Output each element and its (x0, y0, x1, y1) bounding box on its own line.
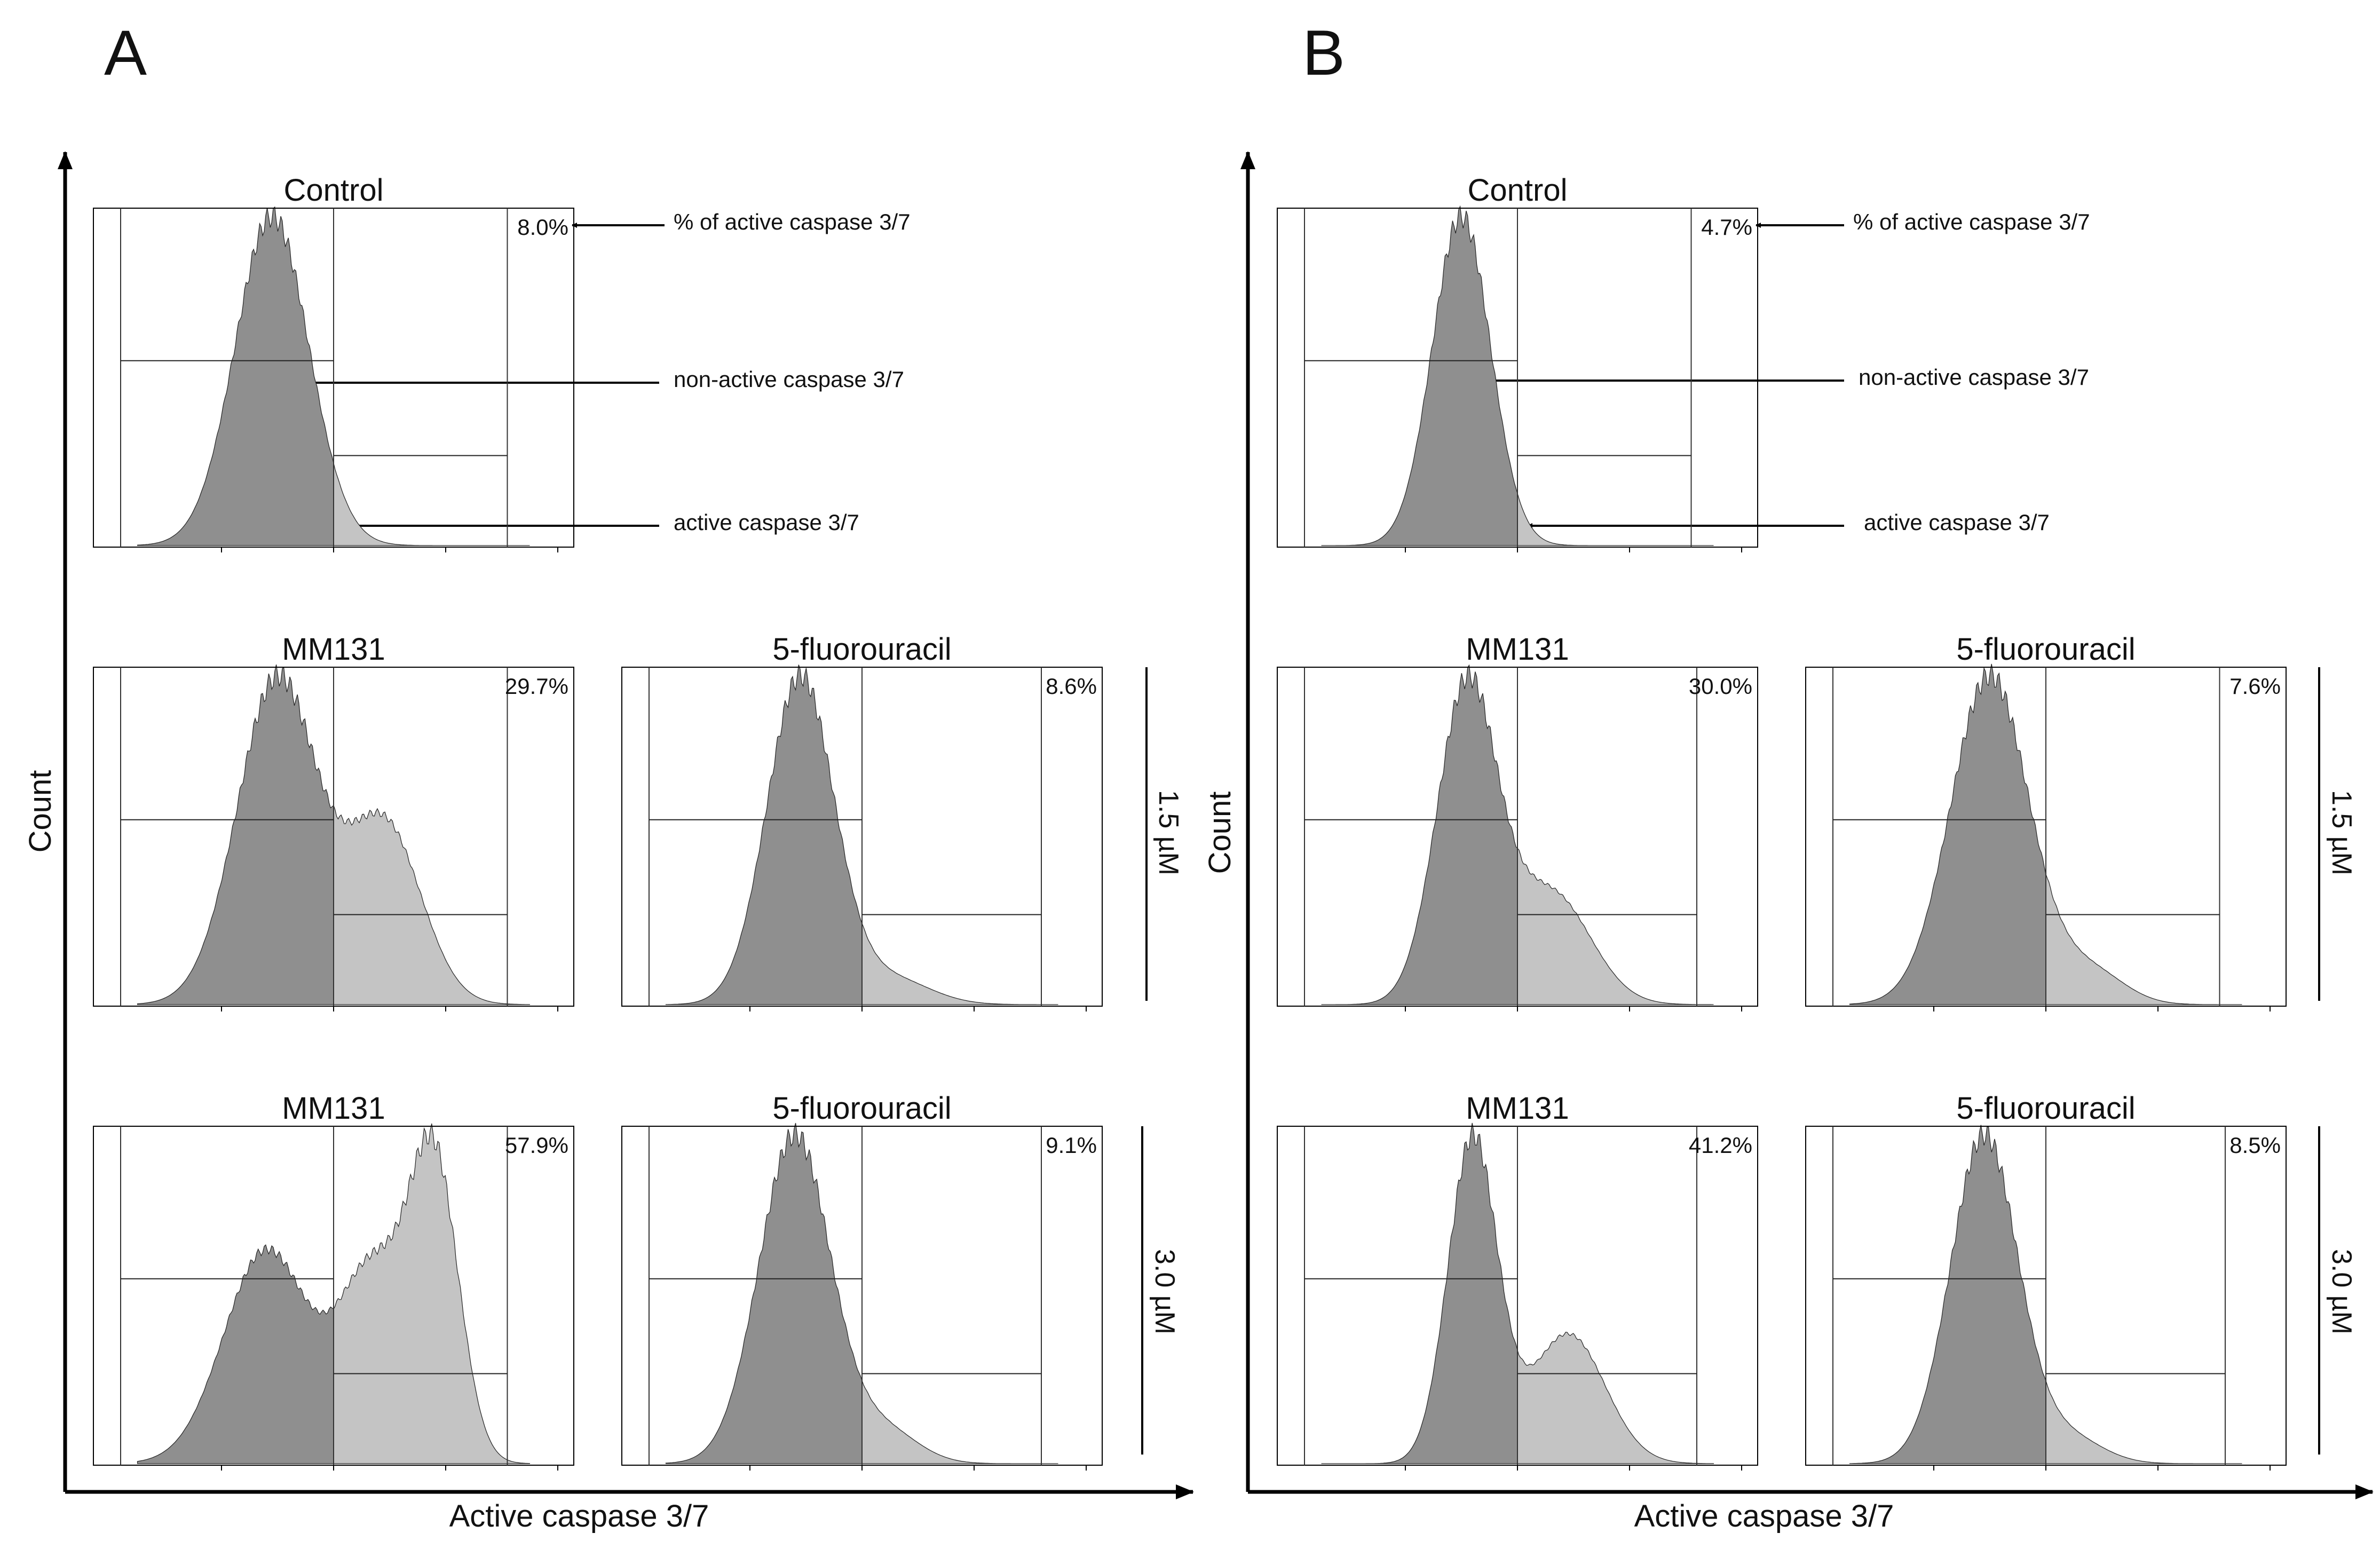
panel-b-conc: 1.5 µM 3.0 µM (2318, 667, 2357, 1455)
panel-b-plot-2-non-active-area (1321, 664, 1518, 1005)
panel-b-plot-3-title: 5-fluorouracil (1956, 632, 2135, 667)
panel-b-plot-3: 5-fluorouracil 7.6% (1805, 632, 2287, 1011)
panel-label-a: A (104, 17, 147, 89)
panel-a-plot-3-active-area (861, 923, 1058, 1005)
panel-b-plot-3-active-area (2045, 874, 2242, 1005)
panel-b-plot-4-active-area (1517, 1332, 1714, 1464)
panel-b-plot-4-percent: 41.2% (1689, 1133, 1752, 1158)
panel-b-annot-nonactive: non-active caspase 3/7 (1859, 365, 2089, 390)
panel-a-xlabel: Active caspase 3/7 (449, 1499, 709, 1534)
panel-b-axes (1240, 151, 2374, 1499)
panel-a-plot-3-percent: 8.6% (1046, 674, 1097, 699)
panel-a-plot-2-non-active-area (137, 664, 334, 1005)
panel-b-xlabel: Active caspase 3/7 (1634, 1499, 1894, 1534)
panel-label-b: B (1302, 17, 1345, 89)
panel-a-plot-2-active-area (333, 805, 531, 1005)
panel-b-plot-5-title: 5-fluorouracil (1956, 1091, 2135, 1126)
panel-b-plot-2-percent: 30.0% (1689, 674, 1752, 699)
panel-a-annotations: % of active caspase 3/7 non-active caspa… (274, 209, 911, 535)
panel-a-plot-4-active-area (333, 1123, 531, 1464)
panel-b-plot-5-percent: 8.5% (2229, 1133, 2281, 1158)
panel-a-annot-percent: % of active caspase 3/7 (674, 209, 911, 234)
panel-a-plot-2-title: MM131 (282, 632, 385, 667)
panel-b-annotations: % of active caspase 3/7 non-active caspa… (1461, 209, 2090, 535)
panel-b-plot-5-active-area (2045, 1380, 2242, 1464)
panel-a-plot-5: 5-fluorouracil 9.1% (621, 1091, 1103, 1471)
panel-b-annot-percent: % of active caspase 3/7 (1853, 209, 2090, 234)
panel-a-annot-active: active caspase 3/7 (674, 510, 859, 535)
panel-a-plot-1-percent: 8.0% (517, 215, 568, 240)
panel-a-plot-1-active-area (333, 463, 530, 546)
panel-b-plot-4: MM131 41.2% (1277, 1091, 1758, 1471)
panel-a-plot-2-percent: 29.7% (505, 674, 568, 699)
panel-b-plot-5: 5-fluorouracil 8.5% (1805, 1091, 2287, 1471)
panel-a-plot-3-non-active-area (665, 665, 863, 1005)
panel-a-plot-4-title: MM131 (282, 1091, 385, 1126)
panel-a-plot-1-non-active-area (137, 206, 334, 546)
panel-b-plot-1-title: Control (1468, 173, 1568, 208)
panel-a-plot-3: 5-fluorouracil 8.6% (621, 632, 1103, 1011)
panel-a-plot-5-percent: 9.1% (1046, 1133, 1097, 1158)
panel-a-plot-4: MM131 57.9% (93, 1091, 574, 1471)
panel-a-plot-5-non-active-area (665, 1123, 863, 1464)
panel-a-conc-label-1: 1.5 µM (1153, 790, 1184, 875)
panel-b-plot-5-non-active-area (1849, 1125, 2046, 1464)
panel-a-plot-1: Control 8.0% (93, 173, 574, 552)
panel-a-conc-label-2: 3.0 µM (1149, 1249, 1180, 1334)
panel-a-ylabel: Count (23, 770, 58, 853)
panel-a-axes (58, 151, 1194, 1499)
histogram-plots: Control 8.0% MM131 29.7% 5-fluorouracil 8.6% M… (93, 173, 2287, 1471)
panel-b-plot-3-non-active-area (1849, 663, 2046, 1005)
panel-b-conc-label-1: 1.5 µM (2326, 790, 2357, 875)
panel-b-plot-2-active-area (1517, 847, 1714, 1005)
panel-b-ylabel: Count (1203, 792, 1237, 874)
panel-b-annot-active: active caspase 3/7 (1864, 510, 2050, 535)
panel-b-plot-4-non-active-area (1321, 1123, 1518, 1464)
panel-a-plot-3-title: 5-fluorouracil (772, 632, 951, 667)
panel-a-plot-5-title: 5-fluorouracil (772, 1091, 951, 1126)
panel-b-plot-4-title: MM131 (1466, 1091, 1569, 1126)
panel-b-plot-1-percent: 4.7% (1701, 215, 1752, 240)
panel-a-annot-nonactive: non-active caspase 3/7 (674, 367, 904, 392)
panel-b-plot-1: Control 4.7% (1277, 173, 1758, 552)
panel-a-plot-5-active-area (861, 1380, 1058, 1464)
panel-a-plot-4-percent: 57.9% (505, 1133, 568, 1158)
panel-a-conc: 1.5 µM 3.0 µM (1141, 667, 1184, 1455)
panel-b-plot-2: MM131 30.0% (1277, 632, 1758, 1011)
panel-a-plot-2: MM131 29.7% (93, 632, 574, 1011)
panel-b-plot-2-title: MM131 (1466, 632, 1569, 667)
panel-b-plot-1-active-area (1517, 493, 1714, 546)
panel-a-plot-1-title: Control (284, 173, 384, 208)
panel-b-plot-1-non-active-area (1321, 205, 1518, 546)
panel-a-plot-4-non-active-area (137, 1244, 334, 1464)
panel-b-conc-label-2: 3.0 µM (2326, 1249, 2357, 1334)
panel-b-plot-3-percent: 7.6% (2229, 674, 2281, 699)
